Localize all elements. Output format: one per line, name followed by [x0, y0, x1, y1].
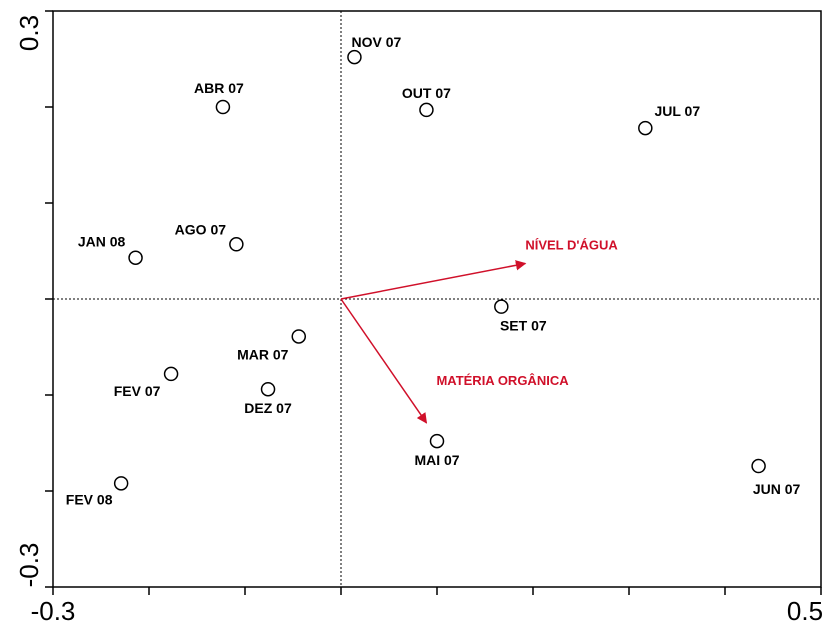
- y-tick-label-max: 0.3: [14, 15, 44, 51]
- sample-point: [419, 102, 434, 118]
- vector-arrow: [340, 260, 527, 300]
- sample-point: [215, 99, 231, 115]
- sample-point: [229, 237, 244, 252]
- vector-label: NÍVEL D'ÁGUA: [525, 237, 618, 252]
- axis-ticks: [45, 10, 822, 595]
- sample-point-label: MAR 07: [237, 346, 289, 362]
- sample-point-label: JUN 07: [753, 481, 801, 497]
- sample-point-label: OUT 07: [402, 85, 451, 101]
- sample-point: [291, 329, 307, 344]
- sample-point-label: JAN 08: [78, 234, 126, 250]
- sample-point: [494, 299, 509, 314]
- vector-arrow: [340, 298, 428, 424]
- vector-label: MATÉRIA ORGÂNICA: [436, 373, 569, 388]
- sample-point: [113, 476, 129, 491]
- sample-point-label: FEV 08: [66, 491, 113, 507]
- sample-point: [751, 458, 766, 474]
- sample-points: NOV 07 ABR 07 OUT 07 JUL 07 AGO 07 JAN 08 SET …: [66, 34, 801, 507]
- sample-point-label: JUL 07: [654, 103, 700, 119]
- sample-point: [128, 250, 143, 265]
- sample-point-label: DEZ 07: [244, 400, 292, 416]
- sample-point-label: ABR 07: [194, 80, 244, 96]
- axis-tick-labels: -0.3 0.5 0.3 -0.3: [14, 15, 823, 626]
- sample-point: [260, 381, 276, 397]
- sample-point-label: MAI 07: [414, 452, 459, 468]
- sample-point: [347, 49, 362, 65]
- sample-point-label: SET 07: [500, 318, 547, 334]
- x-tick-label-max: 0.5: [787, 596, 823, 626]
- sample-point-label: NOV 07: [352, 34, 402, 50]
- x-tick-label-min: -0.3: [31, 596, 76, 626]
- sample-point-label: AGO 07: [175, 221, 227, 237]
- sample-point: [429, 433, 445, 449]
- y-tick-label-min: -0.3: [14, 543, 44, 588]
- sample-point: [163, 366, 179, 382]
- sample-point: [638, 120, 653, 136]
- environmental-vectors: NÍVEL D'ÁGUA MATÉRIA ORGÂNICA: [340, 237, 618, 424]
- sample-point-label: FEV 07: [114, 383, 161, 399]
